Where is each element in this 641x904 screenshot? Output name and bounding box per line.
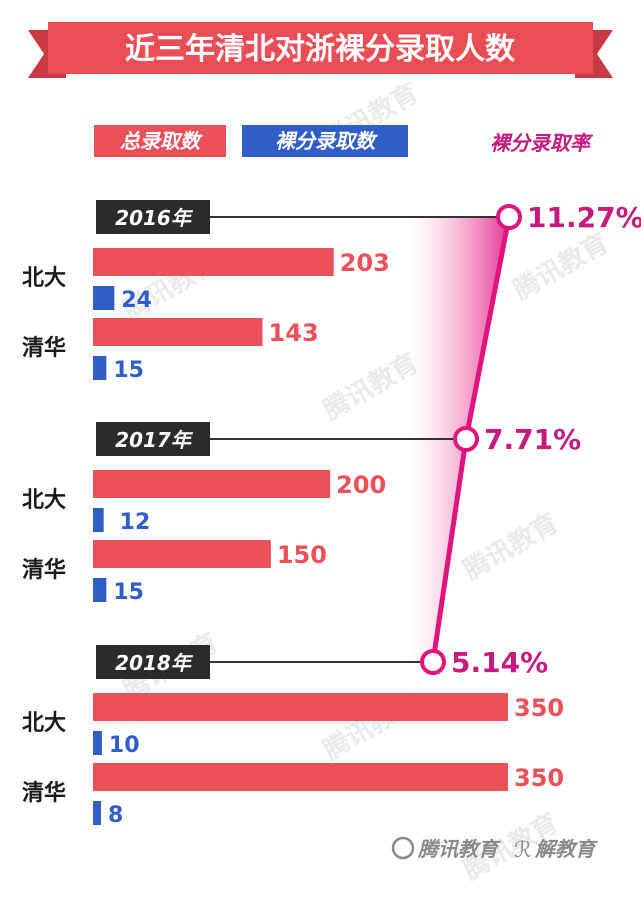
legend-total-swatch (94, 125, 226, 157)
watermark-text: 腾讯教育 (458, 507, 564, 586)
total-bar (93, 763, 508, 791)
legend: 总录取数 裸分录取数 裸分录取率 (94, 125, 594, 157)
school-label: 清华 (22, 557, 66, 583)
left-brand-text: 腾讯教育 (417, 837, 501, 861)
footer-brands: 腾讯教育 ℛ 解教育 (391, 836, 598, 863)
total-value-label: 350 (514, 694, 564, 722)
naked-bar (93, 356, 107, 380)
year-box (96, 200, 210, 234)
rate-value-label: 11.27% (527, 201, 641, 234)
right-brand-text: 解教育 (534, 837, 598, 861)
year-label: 2016年 (115, 206, 194, 230)
total-bar (93, 470, 331, 498)
total-value-label: 200 (336, 471, 386, 499)
legend-rate-label: 裸分录取率 (490, 131, 594, 155)
rate-value-label: 5.14% (451, 646, 548, 679)
rate-point (496, 204, 522, 230)
naked-value-label: 8 (108, 803, 123, 828)
naked-bar (93, 578, 107, 602)
naked-value-label: 24 (121, 288, 152, 313)
rate-point (420, 649, 446, 675)
legend-naked-label: 裸分录取数 (275, 129, 378, 153)
total-value-label: 350 (514, 764, 564, 792)
watermark-text: 腾讯教育 (508, 227, 614, 306)
school-label: 北大 (22, 711, 66, 736)
total-bar (93, 318, 263, 346)
year-box (96, 645, 210, 679)
total-bar (93, 248, 334, 276)
year-label: 2018年 (115, 651, 194, 675)
year-groups: 2016年北大20324清华143152017年北大20012清华1501520… (22, 200, 564, 828)
rate-line-layer: 11.27% 7.71% 5.14% (420, 201, 641, 679)
naked-value-label: 15 (113, 358, 144, 383)
rate-point (453, 426, 479, 452)
left-brand-icon (391, 836, 415, 860)
total-bar (93, 540, 271, 568)
naked-bar (93, 286, 115, 310)
naked-bar (93, 508, 104, 532)
title-banner: 近三年清北对浙裸分录取人数 (28, 22, 613, 78)
total-bar (93, 693, 508, 721)
total-value-label: 203 (340, 249, 390, 277)
total-value-label: 150 (277, 541, 327, 569)
rate-value-label: 7.71% (484, 423, 581, 456)
school-label: 北大 (22, 266, 66, 291)
naked-value-label: 10 (109, 733, 140, 758)
title-background (48, 22, 593, 74)
year-box (96, 422, 210, 456)
page-title: 近三年清北对浙裸分录取人数 (125, 32, 516, 67)
school-label: 北大 (22, 488, 66, 513)
total-value-label: 143 (269, 319, 319, 347)
school-label: 清华 (22, 335, 66, 361)
year-label: 2017年 (115, 428, 194, 452)
naked-bar (93, 801, 101, 825)
legend-total-label: 总录取数 (120, 129, 203, 153)
school-label: 清华 (22, 780, 66, 806)
naked-bar (93, 731, 102, 755)
legend-naked-swatch (242, 125, 408, 157)
naked-value-label: 12 (120, 510, 151, 535)
right-brand-icon: ℛ (514, 838, 532, 863)
naked-value-label: 15 (113, 580, 144, 605)
